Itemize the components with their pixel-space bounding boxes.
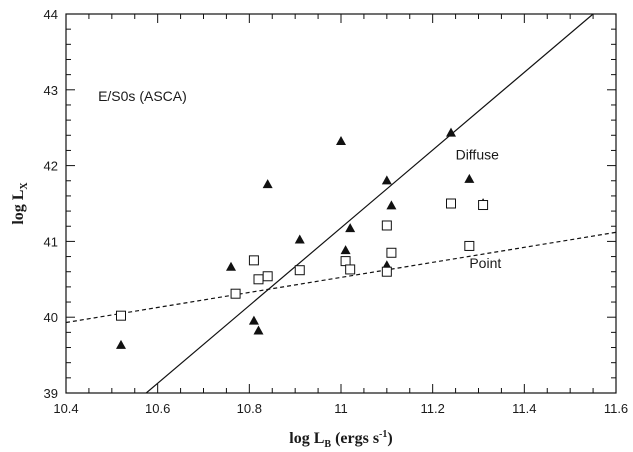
x-tick-label: 10.4 xyxy=(53,401,78,416)
square-point xyxy=(345,264,356,275)
x-axis-title: log LB (ergs s-1) xyxy=(289,429,392,450)
x-tick-label: 11.6 xyxy=(604,401,628,416)
y-tick-label: 42 xyxy=(44,159,58,174)
y-axis-title-part: X xyxy=(19,182,30,190)
square-point xyxy=(381,220,392,231)
square-point xyxy=(253,274,264,285)
annotation-2: Point xyxy=(469,255,501,271)
triangle-point xyxy=(248,315,259,325)
triangle-point xyxy=(386,200,397,210)
triangle-point xyxy=(294,234,305,244)
x-axis-title-part: log L xyxy=(289,430,324,447)
y-axis-title-part: log L xyxy=(10,190,27,225)
square-point xyxy=(381,266,392,277)
y-tick-label: 44 xyxy=(44,7,58,22)
annotation-0: E/S0s (ASCA) xyxy=(98,88,187,104)
square-point xyxy=(262,271,273,282)
x-axis-title-part: (ergs s xyxy=(331,430,379,447)
triangle-point xyxy=(116,339,126,349)
square-point xyxy=(294,265,305,276)
triangle-point xyxy=(381,175,392,185)
fit-lines-layer xyxy=(66,14,616,393)
triangle-point xyxy=(262,179,273,189)
square-point xyxy=(248,255,259,266)
triangle-point xyxy=(340,245,351,255)
fit-line-point xyxy=(66,231,616,324)
square-point xyxy=(116,310,126,321)
plot-frame xyxy=(65,13,617,394)
annotation-1: Diffuse xyxy=(456,147,500,163)
axes-layer: 10.4 10.6 10.8 11 11.2 11.4 11.6 39 40 41 42 43 44 lo… xyxy=(10,7,628,450)
square-point xyxy=(386,247,397,258)
y-tick-label: 40 xyxy=(44,310,58,325)
y-axis-title: log LX xyxy=(10,182,30,225)
annotations-layer: E/S0s (ASCA) Diffuse Point xyxy=(98,88,501,271)
square-point xyxy=(230,288,241,299)
triangle-point xyxy=(336,135,346,145)
square-point xyxy=(464,240,475,251)
y-tick-label: 43 xyxy=(44,83,58,98)
x-tick-label: 11.2 xyxy=(420,401,444,416)
x-tick-label: 10.8 xyxy=(237,401,262,416)
triangle-point xyxy=(446,127,456,137)
x-tick-label: 11.4 xyxy=(512,401,536,416)
x-axis-title-part: B xyxy=(324,439,331,450)
fit-line-diffuse xyxy=(145,14,594,393)
x-axis-title-part: ) xyxy=(387,430,392,447)
y-tick-label: 39 xyxy=(44,386,58,401)
y-tick-label: 41 xyxy=(44,234,58,249)
square-point xyxy=(340,256,351,267)
triangle-point xyxy=(253,325,264,335)
triangle-point xyxy=(464,173,475,183)
square-point xyxy=(446,198,456,209)
x-tick-label: 11 xyxy=(334,401,348,416)
triangle-point xyxy=(226,261,236,271)
x-axis-title-part: -1 xyxy=(379,429,387,440)
triangle-point xyxy=(345,223,356,233)
square-point xyxy=(478,200,489,211)
x-tick-label: 10.6 xyxy=(145,401,170,416)
data-points-layer xyxy=(116,127,489,349)
